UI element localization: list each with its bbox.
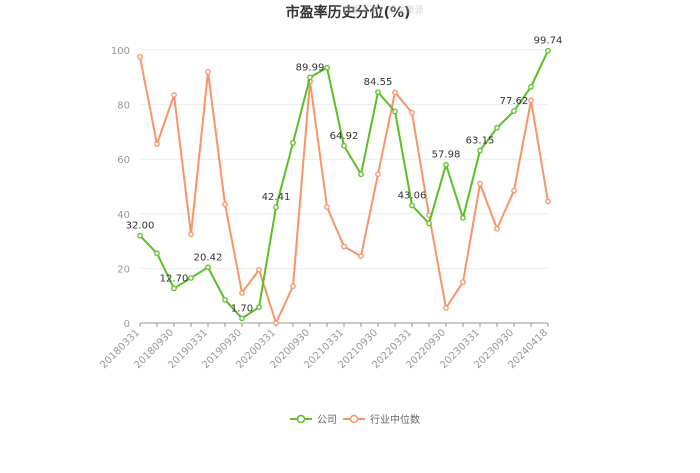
legend-marker — [296, 414, 306, 424]
data-point — [188, 231, 194, 238]
y-tick-label: 80 — [117, 101, 130, 112]
y-tick-label: 0 — [124, 319, 130, 330]
data-point — [273, 204, 279, 211]
data-point — [171, 285, 177, 292]
data-point — [392, 108, 398, 115]
data-point — [239, 290, 245, 296]
y-tick-label: 100 — [111, 46, 130, 57]
data-point — [307, 74, 313, 81]
data-label: 20.42 — [194, 252, 223, 263]
data-label: 89.99 — [296, 62, 325, 73]
data-label: 12.70 — [160, 273, 189, 284]
data-label: 77.62 — [500, 96, 529, 107]
data-label: 43.06 — [398, 190, 427, 201]
data-point — [290, 139, 296, 146]
chart-title: 市盈率历史分位(%) — [286, 4, 411, 21]
data-point — [460, 279, 466, 285]
data-label: 64.92 — [330, 131, 359, 142]
data-point — [154, 250, 160, 257]
data-point — [239, 315, 245, 322]
y-tick-label: 20 — [117, 264, 130, 275]
data-point — [477, 147, 483, 154]
data-point — [528, 97, 534, 104]
data-point — [205, 68, 211, 75]
data-point — [341, 142, 347, 149]
data-point — [494, 124, 500, 131]
data-point — [460, 215, 466, 221]
legend-item-company[interactable]: 公司 — [290, 414, 337, 426]
data-point — [409, 109, 415, 116]
legend-label: 行业中位数 — [370, 413, 420, 426]
y-tick-label: 60 — [117, 155, 130, 166]
data-point — [324, 204, 330, 210]
data-point — [290, 283, 296, 289]
series-line-f89468 — [139, 56, 549, 324]
data-point — [477, 180, 483, 187]
data-point — [409, 202, 415, 209]
data-point — [273, 320, 279, 326]
legend-label: 公司 — [317, 415, 337, 426]
grid — [140, 49, 548, 269]
watermark-text: 数据来源：恒生聚源 — [342, 4, 423, 16]
data-point — [171, 92, 177, 98]
data-point — [222, 201, 228, 208]
data-point — [528, 84, 534, 90]
data-point — [375, 89, 381, 96]
data-point — [222, 296, 228, 303]
data-point — [392, 89, 398, 96]
data-labels: 32.00 12.70 20.42 1.70 42.41 89.99 64.92 84.55 4… — [126, 36, 563, 315]
data-point — [341, 243, 347, 250]
axes: 0204060801002018033120180930201903312019… — [98, 46, 550, 371]
legend-item-industry-median[interactable]: 行业中位数 — [343, 413, 420, 426]
data-label: 63.15 — [466, 136, 495, 147]
series-layer — [137, 47, 551, 326]
y-tick-label: 40 — [117, 210, 130, 221]
data-point — [358, 171, 364, 178]
data-point — [137, 232, 143, 239]
data-point — [545, 198, 551, 205]
data-point — [511, 187, 517, 194]
data-point — [511, 108, 517, 114]
data-label: 84.55 — [364, 77, 393, 88]
data-point — [256, 266, 262, 273]
data-point — [188, 275, 194, 281]
data-point — [443, 161, 449, 168]
series-line-5ac024 — [139, 50, 549, 320]
data-point — [358, 253, 364, 259]
data-point — [256, 304, 262, 311]
legend[interactable]: 公司 行业中位数 — [290, 413, 420, 426]
data-point — [137, 53, 143, 60]
data-label: 32.00 — [126, 221, 155, 232]
data-point — [205, 264, 211, 271]
data-label: 1.70 — [231, 303, 253, 314]
data-label: 42.41 — [262, 192, 291, 203]
data-point — [494, 225, 500, 232]
data-label: 57.98 — [432, 150, 461, 161]
data-point — [426, 220, 432, 227]
data-point — [154, 141, 160, 148]
data-point — [443, 305, 449, 311]
data-point — [545, 47, 551, 54]
data-point — [324, 64, 330, 71]
legend-marker — [349, 414, 359, 424]
data-point — [375, 171, 381, 178]
data-label: 99.74 — [534, 36, 563, 47]
